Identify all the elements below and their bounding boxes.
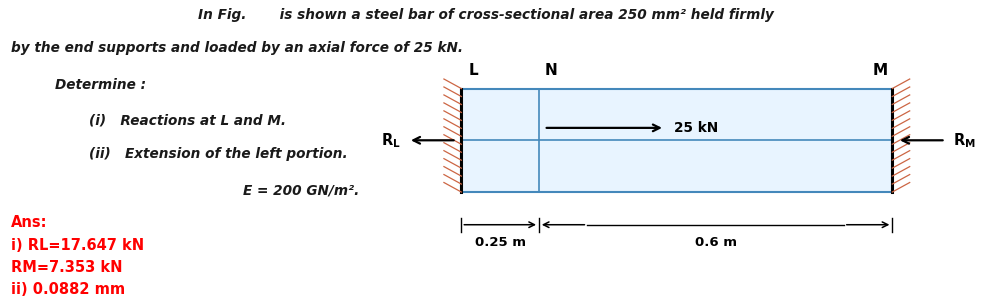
Text: Determine :: Determine :	[55, 78, 146, 92]
Text: i) RL=17.647 kN: i) RL=17.647 kN	[11, 238, 144, 253]
Text: 0.25 m: 0.25 m	[475, 236, 526, 249]
Text: N: N	[544, 63, 557, 78]
Text: 0.6 m: 0.6 m	[695, 236, 737, 249]
Text: (ii)   Extension of the left portion.: (ii) Extension of the left portion.	[88, 147, 347, 161]
Text: RM=7.353 kN: RM=7.353 kN	[11, 260, 123, 275]
Text: ii) 0.0882 mm: ii) 0.0882 mm	[11, 282, 126, 297]
Text: E = 200 GN/m².: E = 200 GN/m².	[243, 184, 360, 198]
Text: Ans:: Ans:	[11, 215, 47, 230]
Text: 25 kN: 25 kN	[675, 121, 719, 135]
Text: (i)   Reactions at L and M.: (i) Reactions at L and M.	[88, 113, 285, 127]
Text: In Fig.       is shown a steel bar of cross-sectional area 250 mm² held firmly: In Fig. is shown a steel bar of cross-se…	[197, 8, 773, 22]
Text: R$_\mathregular{L}$: R$_\mathregular{L}$	[381, 131, 400, 150]
Text: R$_\mathregular{M}$: R$_\mathregular{M}$	[954, 131, 976, 150]
Bar	[461, 89, 893, 192]
Text: M: M	[872, 63, 888, 78]
Text: L: L	[469, 63, 479, 78]
Text: by the end supports and loaded by an axial force of 25 kN.: by the end supports and loaded by an axi…	[11, 41, 463, 55]
